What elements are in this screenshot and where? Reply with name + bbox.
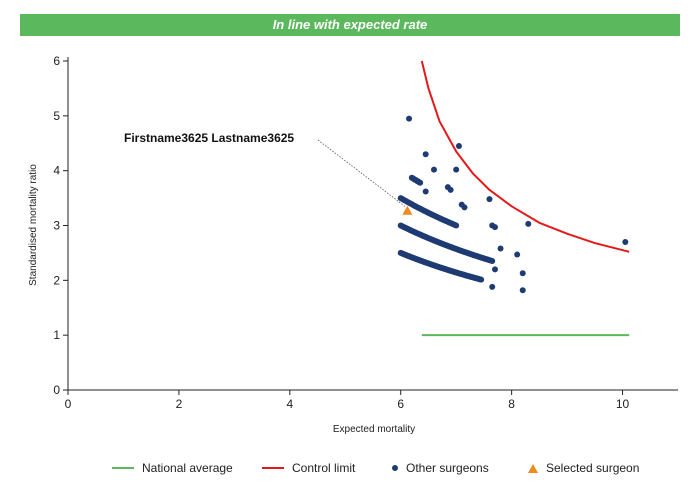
legend-triangle xyxy=(528,463,538,473)
other-surgeon-point xyxy=(455,142,462,149)
y-tick-label: 3 xyxy=(53,219,60,233)
y-tick-label: 6 xyxy=(53,54,60,68)
other-surgeon-point xyxy=(622,238,629,245)
legend-label: Other surgeons xyxy=(406,461,489,475)
other-surgeon-point xyxy=(519,287,526,294)
other-surgeon-point xyxy=(486,196,493,203)
chart-legend: National average Control limit Other sur… xyxy=(0,458,700,478)
legend-label: Control limit xyxy=(292,461,356,475)
other-surgeon-point xyxy=(489,257,496,264)
other-surgeon-point xyxy=(514,251,521,258)
other-surgeon-point xyxy=(478,276,485,283)
x-tick-label: 2 xyxy=(176,397,183,411)
y-axis-label: Standardised mortality ratio xyxy=(28,164,39,286)
x-tick-label: 10 xyxy=(616,397,630,411)
funnel-plot: 0 2 4 6 8 10 0 1 2 3 4 5 6 Standardised mortality ra… xyxy=(28,54,678,435)
other-surgeon-point xyxy=(497,245,504,252)
y-tick-label: 1 xyxy=(53,328,60,342)
y-tick-label: 0 xyxy=(53,383,60,397)
legend-other-surgeons: Other surgeons xyxy=(388,458,489,478)
other-surgeon-point xyxy=(406,115,413,122)
legend-national-average: National average xyxy=(112,458,233,478)
y-tick-label: 4 xyxy=(53,164,60,178)
other-surgeon-point xyxy=(422,151,429,158)
annotation-leader-line xyxy=(317,139,406,208)
status-banner: In line with expected rate xyxy=(20,14,680,36)
legend-label: National average xyxy=(142,461,233,475)
chart-axes: 0 2 4 6 8 10 0 1 2 3 4 5 6 xyxy=(53,54,678,411)
other-surgeon-point xyxy=(519,270,526,277)
legend-selected-surgeon: Selected surgeon xyxy=(528,458,639,478)
other-surgeon-point xyxy=(431,166,437,173)
other-surgeon-point xyxy=(489,283,496,290)
control-limit-line xyxy=(420,60,630,253)
other-surgeon-point xyxy=(461,204,468,211)
legend-dot xyxy=(392,465,398,471)
other-surgeon-point xyxy=(447,186,454,193)
legend-control-limit: Control limit xyxy=(262,458,355,478)
legend-line-green xyxy=(112,467,134,469)
y-tick-label: 5 xyxy=(53,109,60,123)
other-surgeon-point xyxy=(492,266,498,273)
legend-line-red xyxy=(262,467,284,469)
other-surgeon-point xyxy=(417,179,424,186)
other-surgeon-point xyxy=(492,224,498,231)
y-tick-label: 2 xyxy=(53,273,60,287)
other-surgeon-point xyxy=(525,220,532,227)
chart-marks xyxy=(317,60,630,337)
other-surgeon-point xyxy=(453,166,460,173)
x-tick-label: 4 xyxy=(286,397,293,411)
legend-label: Selected surgeon xyxy=(546,461,640,475)
selected-surgeon-label: Firstname3625 Lastname3625 xyxy=(124,131,294,145)
x-axis-label: Expected mortality xyxy=(333,424,415,435)
other-surgeon-point xyxy=(422,188,429,195)
x-tick-label: 0 xyxy=(65,397,72,411)
selected-surgeon-point xyxy=(402,205,413,215)
x-tick-label: 8 xyxy=(508,397,515,411)
x-tick-label: 6 xyxy=(397,397,404,411)
other-surgeon-point xyxy=(453,222,460,229)
